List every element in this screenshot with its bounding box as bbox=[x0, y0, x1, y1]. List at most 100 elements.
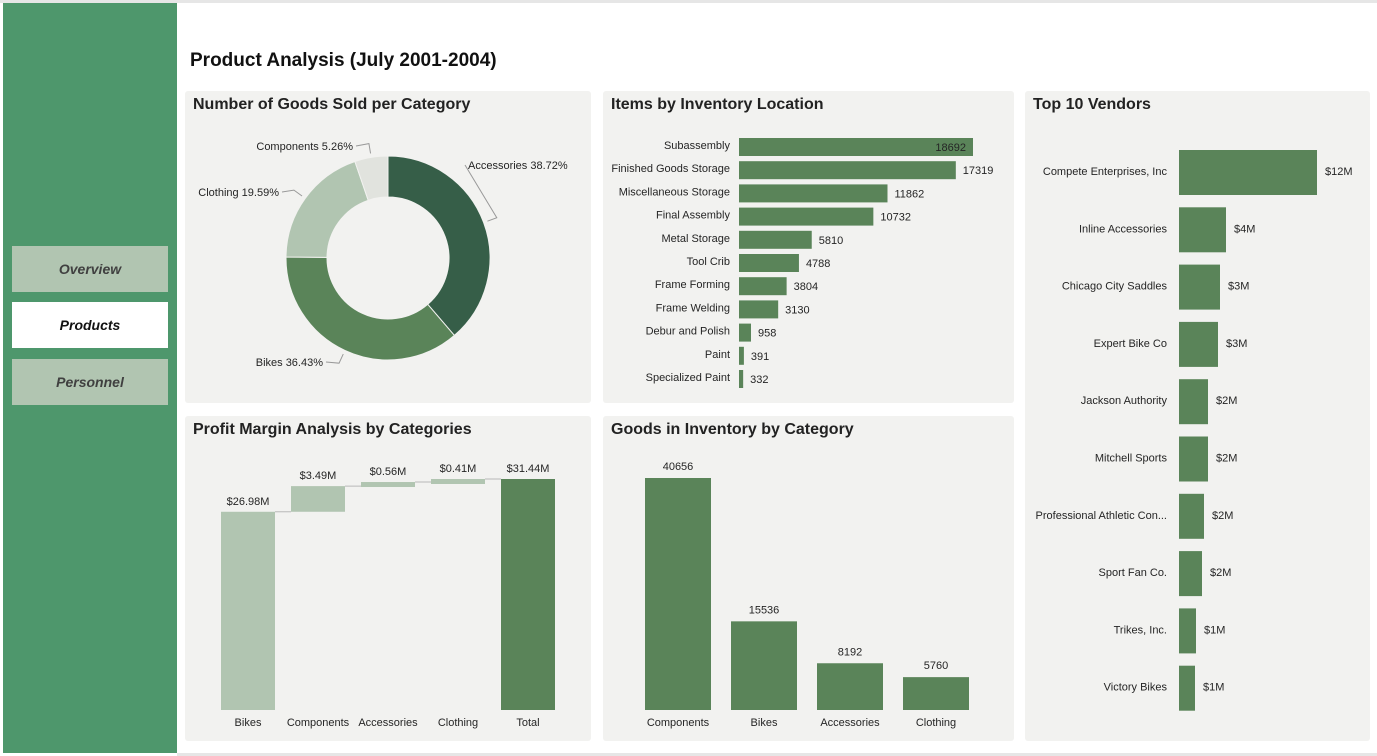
waterfall-bar bbox=[291, 486, 345, 512]
vendor-label: Chicago City Saddles bbox=[1062, 281, 1168, 293]
vendor-bar bbox=[1179, 150, 1317, 195]
location-bar bbox=[739, 300, 779, 319]
location-bar bbox=[739, 207, 874, 226]
location-value: 332 bbox=[750, 374, 768, 386]
location-value: 958 bbox=[758, 328, 776, 340]
donut-slice-bikes bbox=[285, 256, 456, 361]
page-title: Product Analysis (July 2001-2004) bbox=[190, 50, 497, 71]
inventory-value: 15536 bbox=[749, 604, 780, 616]
location-bar bbox=[739, 230, 812, 249]
donut-slice-accessories bbox=[387, 155, 491, 337]
donut-leader-line bbox=[325, 353, 344, 364]
vendor-value: $1M bbox=[1204, 624, 1225, 636]
vendor-bar bbox=[1179, 436, 1208, 482]
location-bar bbox=[739, 346, 744, 365]
waterfall-bar bbox=[361, 482, 415, 488]
location-label: Metal Storage bbox=[662, 233, 730, 245]
inventory-category: Clothing bbox=[916, 717, 956, 729]
vendor-label: Sport Fan Co. bbox=[1099, 567, 1167, 579]
inventory-value: 5760 bbox=[924, 660, 948, 672]
vendor-bar bbox=[1179, 551, 1202, 597]
location-bar bbox=[739, 184, 888, 203]
location-bar bbox=[739, 161, 956, 180]
location-label: Finished Goods Storage bbox=[611, 163, 730, 175]
location-value: 10732 bbox=[880, 212, 911, 224]
inventory-location-title: Items by Inventory Location bbox=[611, 96, 824, 113]
location-bar bbox=[739, 138, 973, 156]
inventory-category: Accessories bbox=[820, 717, 880, 729]
vendor-value: $2M bbox=[1216, 453, 1237, 465]
nav-personnel-button[interactable]: Personnel bbox=[12, 359, 168, 405]
profit-margin-title: Profit Margin Analysis by Categories bbox=[193, 421, 472, 438]
vendor-label: Professional Athletic Con... bbox=[1036, 510, 1167, 522]
donut-leader-line bbox=[281, 189, 303, 197]
location-value: 4788 bbox=[806, 258, 830, 270]
location-label: Specialized Paint bbox=[646, 372, 730, 384]
waterfall-value: $3.49M bbox=[300, 470, 337, 482]
profit-margin-waterfall-chart: $26.98M Bikes $3.49M Components $0.56M Access… bbox=[221, 463, 555, 729]
vendor-value: $2M bbox=[1210, 567, 1231, 579]
location-value: 391 bbox=[751, 351, 769, 363]
inventory-bar bbox=[903, 677, 969, 710]
bottom-border bbox=[177, 753, 1377, 756]
location-bar bbox=[739, 370, 744, 388]
donut-label: Bikes 36.43% bbox=[256, 357, 323, 369]
vendor-value: $3M bbox=[1228, 281, 1249, 293]
inventory-bar bbox=[731, 621, 797, 710]
vendor-label: Inline Accessories bbox=[1079, 223, 1168, 235]
vendor-label: Victory Bikes bbox=[1104, 682, 1168, 694]
location-value: 18692 bbox=[935, 142, 966, 154]
nav-products-button[interactable]: Products bbox=[12, 302, 168, 348]
nav-overview-button[interactable]: Overview bbox=[12, 246, 168, 292]
top-border bbox=[0, 0, 1377, 3]
location-value: 3130 bbox=[785, 304, 809, 316]
waterfall-category: Accessories bbox=[358, 717, 418, 729]
goods-sold-title: Number of Goods Sold per Category bbox=[193, 96, 471, 113]
donut-slice-components bbox=[354, 155, 389, 201]
vendor-bar bbox=[1179, 665, 1195, 711]
inventory-value: 40656 bbox=[663, 461, 694, 473]
location-label: Frame Welding bbox=[656, 302, 730, 314]
vendor-label: Compete Enterprises, Inc bbox=[1043, 166, 1168, 178]
donut-leader-line bbox=[464, 164, 498, 222]
waterfall-category: Total bbox=[516, 717, 539, 729]
goods-inventory-chart: 40656 Components 15536 Bikes 8192 Accessories… bbox=[645, 461, 969, 729]
goods-inventory-card: Goods in Inventory by Category 40656 Comp… bbox=[603, 416, 1014, 741]
vendor-value: $12M bbox=[1325, 166, 1353, 178]
location-bar bbox=[739, 254, 799, 272]
vendor-bar bbox=[1179, 379, 1208, 425]
location-bar bbox=[739, 323, 751, 342]
donut-label: Components 5.26% bbox=[256, 141, 353, 153]
waterfall-category: Bikes bbox=[235, 717, 262, 729]
sidebar: Overview Products Personnel bbox=[3, 3, 177, 753]
waterfall-value: $26.98M bbox=[227, 496, 270, 508]
vendor-value: $1M bbox=[1203, 682, 1224, 694]
location-value: 3804 bbox=[794, 281, 818, 293]
donut-label: Clothing 19.59% bbox=[198, 187, 279, 199]
location-label: Tool Crib bbox=[687, 256, 730, 268]
profit-margin-card: Profit Margin Analysis by Categories $26… bbox=[185, 416, 591, 741]
inventory-category: Components bbox=[647, 717, 710, 729]
location-value: 17319 bbox=[963, 165, 994, 177]
waterfall-bar bbox=[221, 511, 275, 710]
location-label: Final Assembly bbox=[656, 210, 730, 222]
donut-leader-line bbox=[355, 142, 372, 154]
location-label: Frame Forming bbox=[655, 279, 730, 291]
vendor-value: $2M bbox=[1216, 395, 1237, 407]
vendor-bar bbox=[1179, 608, 1196, 654]
vendor-label: Trikes, Inc. bbox=[1114, 624, 1167, 636]
top-vendors-title: Top 10 Vendors bbox=[1033, 96, 1151, 113]
vendor-bar bbox=[1179, 493, 1204, 539]
vendor-bar bbox=[1179, 321, 1218, 367]
top-vendors-chart: Compete Enterprises, Inc $12M Inline Acces… bbox=[1036, 150, 1353, 711]
vendor-label: Mitchell Sports bbox=[1095, 453, 1168, 465]
vendor-label: Expert Bike Co bbox=[1094, 338, 1167, 350]
waterfall-value: $0.56M bbox=[370, 466, 407, 478]
location-label: Paint bbox=[705, 349, 730, 361]
waterfall-bar bbox=[431, 479, 485, 484]
vendor-label: Jackson Authority bbox=[1081, 395, 1168, 407]
waterfall-category: Clothing bbox=[438, 717, 478, 729]
waterfall-category: Components bbox=[287, 717, 350, 729]
location-value: 11862 bbox=[894, 188, 924, 200]
location-bar bbox=[739, 277, 787, 296]
